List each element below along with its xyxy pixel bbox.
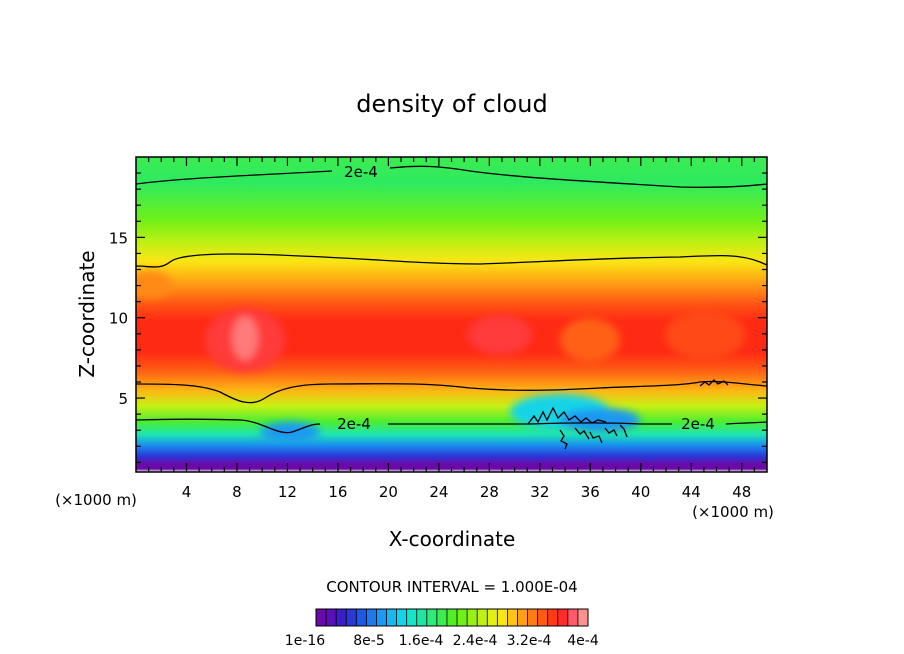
contour-top-cloud bbox=[136, 253, 767, 268]
colorbar-swatch bbox=[497, 609, 508, 626]
contour-labels: 2e-4 2e-4 2e-4 bbox=[337, 163, 715, 433]
y-axis-label: Z-coordinate bbox=[75, 250, 99, 377]
colorbar-swatch bbox=[487, 609, 498, 626]
colorbar-tick-label: 1.6e-4 bbox=[399, 633, 444, 649]
colorbar-labels: 1e-16 8e-5 1.6e-4 2.4e-4 3.2e-4 4e-4 bbox=[285, 633, 599, 649]
x-tick-label: 8 bbox=[232, 483, 242, 501]
contour-upper bbox=[136, 165, 767, 188]
y-tick-label: 15 bbox=[109, 229, 128, 247]
x-tick-label: 16 bbox=[328, 483, 347, 501]
colorbar-swatch bbox=[396, 609, 407, 626]
contour-base-cloud bbox=[136, 380, 767, 404]
colorbar-swatch bbox=[467, 609, 478, 626]
density-field bbox=[136, 157, 767, 472]
x-tick-label: 44 bbox=[682, 483, 701, 501]
y-tick-label: 10 bbox=[109, 310, 128, 328]
x-tick-label: 24 bbox=[429, 483, 448, 501]
contour-lower bbox=[136, 418, 767, 434]
x-tick-label: 36 bbox=[581, 483, 600, 501]
colorbar-swatch bbox=[376, 609, 387, 626]
x-tick-label: 32 bbox=[530, 483, 549, 501]
colorbar-tick-label: 1e-16 bbox=[285, 633, 325, 649]
x-tick-label: 20 bbox=[379, 483, 398, 501]
colorbar-swatch bbox=[477, 609, 488, 626]
contour-noise bbox=[527, 406, 628, 450]
colorbar-swatch bbox=[346, 609, 357, 626]
colorbar-swatch bbox=[406, 609, 418, 626]
colorbar-tick-label: 3.2e-4 bbox=[507, 633, 552, 649]
colorbar-swatch bbox=[577, 609, 589, 626]
chart-title: density of cloud bbox=[356, 90, 547, 118]
colorbar-swatch bbox=[557, 609, 569, 626]
colorbar-swatch bbox=[316, 609, 327, 626]
colorbar-swatch bbox=[537, 609, 549, 626]
colorbar-tick-label: 2.4e-4 bbox=[453, 633, 498, 649]
contour-lines bbox=[136, 165, 767, 450]
colorbar-swatch bbox=[386, 609, 397, 626]
colorbar-swatch bbox=[336, 609, 347, 626]
colorbar bbox=[315, 608, 589, 627]
contour-interval-text: CONTOUR INTERVAL = 1.000E-04 bbox=[326, 578, 577, 596]
colorbar-swatch bbox=[426, 609, 438, 626]
x-unit-left: (×1000 m) bbox=[55, 491, 137, 509]
x-tick-label: 48 bbox=[732, 483, 751, 501]
colorbar-swatch bbox=[547, 609, 559, 626]
colorbar-tick-label: 4e-4 bbox=[567, 633, 599, 649]
colorbar-frame bbox=[315, 608, 589, 627]
x-tick-label: 28 bbox=[480, 483, 499, 501]
contour-label: 2e-4 bbox=[337, 415, 371, 433]
x-tick-label: 40 bbox=[631, 483, 650, 501]
colorbar-swatch bbox=[436, 609, 448, 626]
contour-noise-right bbox=[699, 379, 729, 387]
colorbar-swatch bbox=[517, 609, 528, 626]
colorbar-swatch bbox=[446, 609, 458, 626]
x-tick-label: 12 bbox=[278, 483, 297, 501]
colorbar-swatch bbox=[416, 609, 428, 626]
colorbar-swatch bbox=[366, 609, 377, 626]
y-tick-label: 5 bbox=[118, 390, 128, 408]
colorbar-swatch bbox=[527, 609, 538, 626]
x-axis-label: X-coordinate bbox=[389, 527, 516, 551]
colorbar-swatch bbox=[457, 609, 468, 626]
contour-label: 2e-4 bbox=[681, 415, 715, 433]
colorbar-tick-label: 8e-5 bbox=[353, 633, 384, 649]
colorbar-swatch bbox=[356, 609, 367, 626]
x-tick-label: 4 bbox=[182, 483, 192, 501]
colorbar-swatch bbox=[507, 609, 518, 626]
x-unit-right: (×1000 m) bbox=[692, 503, 774, 521]
colorbar-swatch bbox=[567, 609, 579, 626]
contour-label: 2e-4 bbox=[344, 163, 378, 181]
colorbar-swatch bbox=[326, 609, 337, 626]
